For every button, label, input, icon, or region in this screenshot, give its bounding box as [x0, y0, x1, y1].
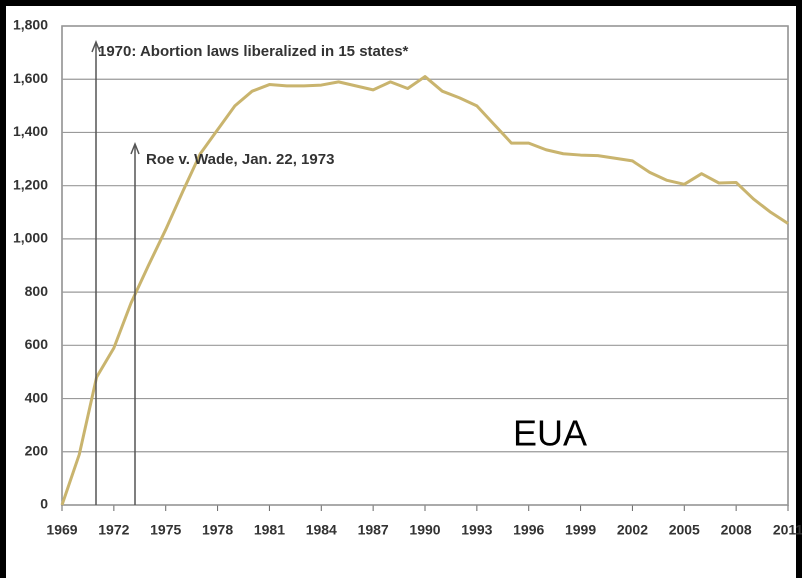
y-tick-label: 1,400: [13, 123, 48, 139]
x-tick-label: 1975: [150, 522, 181, 538]
x-tick-label: 1981: [254, 522, 285, 538]
x-tick-label: 2005: [669, 522, 700, 538]
annotation: 1970: Abortion laws liberalized in 15 st…: [98, 43, 409, 60]
y-tick-label: 0: [40, 496, 48, 512]
x-tick-label: 2002: [617, 522, 648, 538]
y-tick-label: 1,800: [13, 17, 48, 33]
arrow-head: [130, 141, 140, 155]
annotation: Roe v. Wade, Jan. 22, 1973: [146, 151, 334, 168]
line: [60, 75, 789, 506]
x-tick-label: 1999: [565, 522, 596, 538]
y-tick-label: 200: [25, 442, 49, 458]
x-tick-label: 2011: [773, 522, 802, 538]
x-tick-label: 1969: [46, 522, 77, 538]
y-tick-label: 1,200: [13, 176, 48, 192]
x-tick-label: 1972: [98, 522, 129, 538]
y-tick-label: 400: [25, 389, 49, 405]
y-tick-label: 1,600: [13, 70, 48, 86]
x-tick-label: 2008: [721, 522, 752, 538]
y-tick-label: 600: [25, 336, 49, 352]
annotation: EUA: [513, 413, 587, 454]
x-tick-label: 1984: [306, 522, 337, 538]
y-tick-label: 800: [25, 283, 49, 299]
x-tick-label: 1990: [409, 522, 440, 538]
x-tick-label: 1978: [202, 522, 233, 538]
x-tick-label: 1987: [358, 522, 389, 538]
x-tick-label: 1993: [461, 522, 492, 538]
x-tick-label: 1996: [513, 522, 544, 538]
arrow-head: [91, 39, 101, 53]
y-tick-label: 1,000: [13, 230, 48, 246]
